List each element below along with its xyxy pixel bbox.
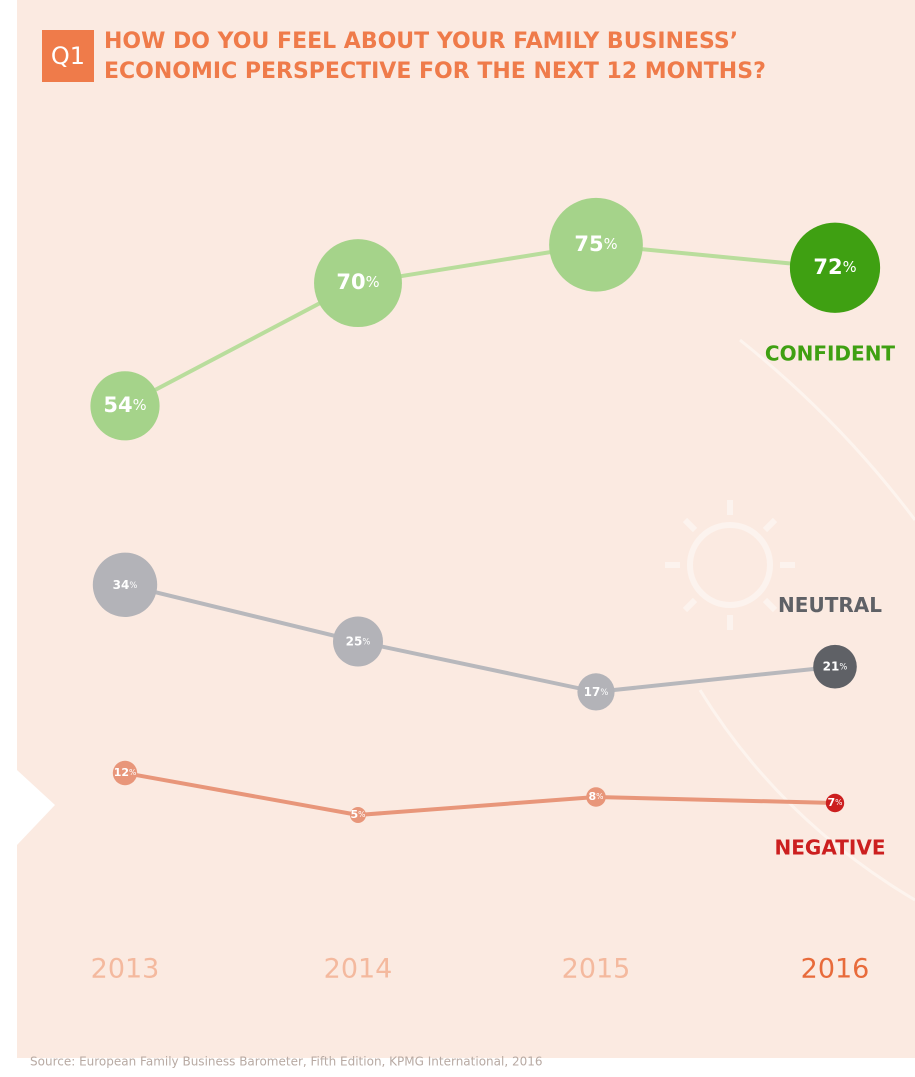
series-name: CONFIDENT <box>765 341 896 365</box>
chart: Q1 HOW DO YOU FEEL ABOUT YOUR FAMILY BUS… <box>0 0 915 1077</box>
data-label: 54% <box>103 393 146 417</box>
data-label: 72% <box>813 255 856 279</box>
x-tick-label: 2013 <box>91 954 160 985</box>
chart-title: ECONOMIC PERSPECTIVE FOR THE NEXT 12 MON… <box>104 59 766 84</box>
data-label: 17% <box>584 684 609 698</box>
question-number: Q1 <box>51 42 85 70</box>
chart-title: HOW DO YOU FEEL ABOUT YOUR FAMILY BUSINE… <box>104 29 738 54</box>
series-name: NEUTRAL <box>778 593 882 617</box>
data-label: 70% <box>336 270 379 294</box>
x-tick-label: 2016 <box>801 954 870 985</box>
data-label: 25% <box>346 634 371 648</box>
data-label: 21% <box>823 659 848 673</box>
data-label: 75% <box>574 232 617 256</box>
x-tick-label: 2015 <box>562 954 631 985</box>
data-label: 34% <box>113 577 138 591</box>
source: Source: European Family Business Baromet… <box>30 1055 543 1069</box>
series-name: NEGATIVE <box>775 836 886 860</box>
panel <box>17 0 915 1058</box>
x-tick-label: 2014 <box>324 954 393 985</box>
